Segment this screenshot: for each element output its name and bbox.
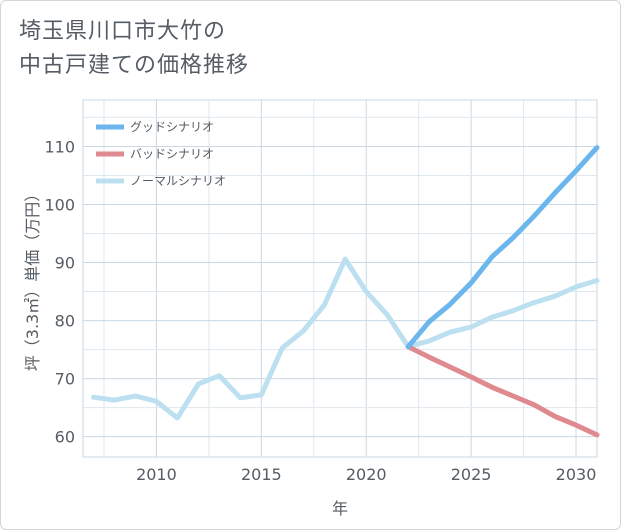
y-tick-label: 110 — [44, 137, 75, 156]
y-axis-title: 坪（3.3㎡）単価（万円） — [23, 186, 42, 371]
x-tick-label: 2015 — [241, 465, 282, 484]
legend-label: ノーマルシナリオ — [130, 174, 226, 188]
series-line — [405, 145, 600, 350]
x-tick-label: 2025 — [451, 465, 492, 484]
y-tick-label: 60 — [55, 428, 75, 447]
series-line — [405, 344, 600, 438]
legend-label: グッドシナリオ — [130, 120, 214, 134]
chart-title: 埼玉県川口市大竹の 中古戸建ての価格推移 — [19, 15, 249, 83]
y-tick-label: 100 — [44, 195, 75, 214]
chart-title-line2: 中古戸建ての価格推移 — [19, 53, 250, 78]
series-line — [91, 256, 600, 421]
x-tick-label: 2030 — [556, 465, 597, 484]
y-tick-label: 80 — [55, 312, 75, 331]
x-tick-label: 2010 — [136, 465, 177, 484]
y-tick-label: 70 — [55, 370, 75, 389]
x-axis-title: 年 — [332, 499, 348, 518]
y-tick-label: 90 — [55, 254, 75, 273]
x-tick-label: 2020 — [346, 465, 387, 484]
legend-label: バッドシナリオ — [130, 147, 214, 161]
chart-title-line1: 埼玉県川口市大竹の — [19, 19, 227, 44]
